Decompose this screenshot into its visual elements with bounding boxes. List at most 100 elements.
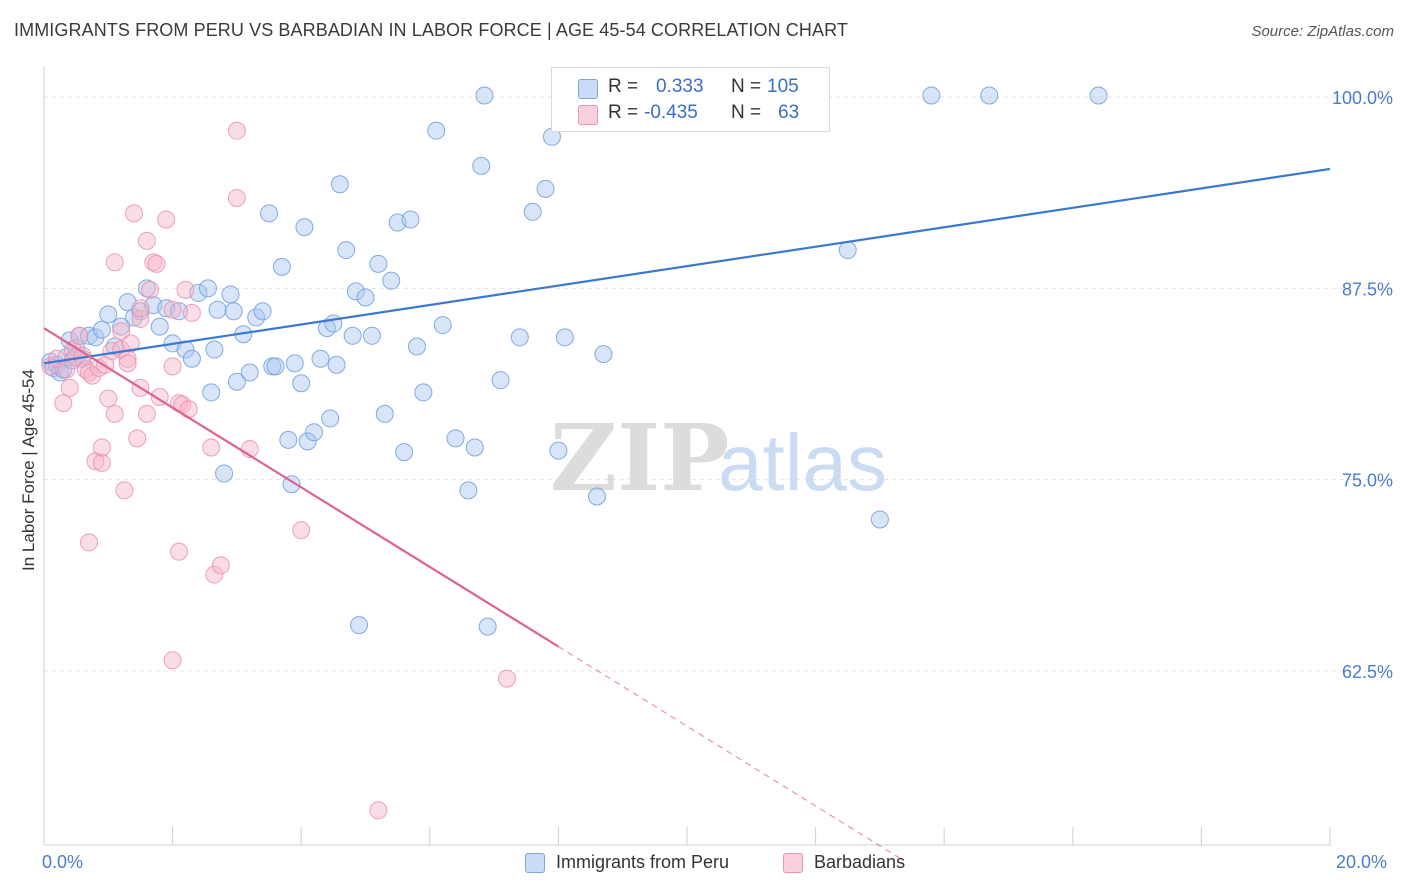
peru-point-32	[208, 300, 227, 319]
peru-point-31	[205, 340, 224, 359]
peru-point-22	[150, 317, 169, 336]
peru-point-96	[980, 86, 999, 105]
legend-n-value-peru: 105	[767, 76, 799, 97]
peru-point-51	[305, 423, 324, 442]
barbadians-point-23	[112, 322, 131, 341]
peru-point-82	[523, 202, 542, 221]
legend-r-value-peru: 0.333	[656, 76, 704, 97]
barbadians-point-47	[182, 303, 201, 322]
watermark: ZIP atlas	[550, 404, 887, 512]
peru-point-48	[292, 374, 311, 393]
peru-point-66	[382, 271, 401, 290]
barbadians-point-20	[105, 404, 124, 423]
legend-n-value-barbadians: 63	[778, 102, 800, 123]
peru-point-95	[922, 86, 941, 105]
peru-point-34	[221, 285, 240, 304]
peru-point-14	[99, 305, 118, 324]
barbadians-point-7	[70, 326, 89, 345]
peru-point-81	[510, 328, 529, 347]
bottom-legend-swatch-peru	[525, 853, 545, 873]
peru-point-83	[536, 179, 555, 198]
peru-point-27	[182, 349, 201, 368]
peru-point-50	[298, 432, 317, 451]
peru-point-16	[112, 317, 131, 336]
peru-point-87	[587, 487, 606, 506]
barbadians-point-16	[92, 438, 111, 457]
barbadians-point-21	[105, 253, 124, 272]
peru-point-13	[92, 320, 111, 339]
series-peru-points	[41, 86, 1108, 636]
legend-swatch-barbadians	[578, 105, 598, 125]
barbadians-point-41	[163, 357, 182, 376]
series-barbadians-points	[41, 121, 516, 820]
barbadians-point-4	[60, 378, 79, 397]
trend-line-barbadians	[43, 327, 559, 648]
barbadians-point-18	[99, 389, 118, 408]
legend-r-label: R =	[608, 76, 639, 97]
peru-point-78	[475, 86, 494, 105]
barbadians-point-48	[163, 651, 182, 670]
peru-point-80	[491, 371, 510, 390]
peru-point-79	[478, 617, 497, 636]
y-tick-label-0: 62.5%	[1342, 662, 1393, 682]
peru-point-12	[86, 328, 105, 347]
peru-point-62	[356, 288, 375, 307]
peru-point-58	[337, 241, 356, 260]
peru-point-71	[414, 383, 433, 402]
barbadians-point-42	[170, 542, 189, 561]
legend-r-label: R =	[608, 102, 639, 123]
barbadians-point-37	[147, 254, 166, 273]
peru-point-77	[472, 156, 491, 175]
peru-point-74	[446, 429, 465, 448]
x-tick-max: 20.0%	[1336, 852, 1388, 872]
barbadians-point-55	[292, 521, 311, 540]
y-tick-label-3: 100.0%	[1332, 88, 1393, 108]
peru-point-45	[279, 430, 298, 449]
peru-point-52	[311, 349, 330, 368]
peru-point-94	[870, 510, 889, 529]
barbadians-point-52	[227, 189, 246, 208]
peru-point-49	[295, 218, 314, 237]
peru-point-73	[433, 316, 452, 335]
barbadians-point-30	[131, 309, 150, 328]
peru-point-40	[253, 302, 272, 321]
barbadians-point-39	[157, 210, 176, 229]
barbadians-point-57	[497, 669, 516, 688]
peru-point-70	[407, 337, 426, 356]
trend-line-barbadians-extrapolated	[558, 645, 900, 859]
barbadians-point-49	[202, 438, 221, 457]
barbadians-point-32	[131, 299, 150, 318]
barbadians-point-27	[121, 334, 140, 353]
barbadians-point-56	[369, 801, 388, 820]
barbadians-point-53	[227, 121, 246, 140]
peru-point-61	[350, 616, 369, 635]
barbadians-point-11	[83, 366, 102, 385]
barbadians-point-45	[176, 280, 195, 299]
barbadians-point-33	[137, 404, 156, 423]
peru-point-56	[327, 355, 346, 374]
barbadians-point-36	[144, 253, 163, 272]
peru-point-93	[838, 241, 857, 260]
barbadians-point-51	[211, 556, 230, 575]
peru-point-85	[549, 441, 568, 460]
barbadians-point-10	[80, 363, 99, 382]
peru-point-44	[272, 257, 291, 276]
barbadians-point-24	[115, 481, 134, 500]
legend-n-label: N =	[731, 76, 762, 97]
peru-point-43	[266, 357, 285, 376]
peru-point-24	[170, 302, 189, 321]
source-label: Source: ZipAtlas.com	[1251, 23, 1394, 40]
peru-point-64	[369, 254, 388, 273]
peru-point-33	[215, 464, 234, 483]
chart-title: IMMIGRANTS FROM PERU VS BARBADIAN IN LAB…	[14, 20, 848, 40]
peru-point-47	[285, 354, 304, 373]
peru-point-30	[202, 383, 221, 402]
peru-point-57	[330, 175, 349, 194]
legend-r-value-barbadians: -0.435	[644, 102, 698, 123]
bottom-legend-swatch-barbadians	[783, 853, 803, 873]
barbadians-point-28	[125, 204, 144, 223]
barbadians-point-40	[163, 300, 182, 319]
barbadians-point-15	[92, 453, 111, 472]
barbadians-point-26	[118, 354, 137, 373]
barbadians-point-35	[141, 280, 160, 299]
